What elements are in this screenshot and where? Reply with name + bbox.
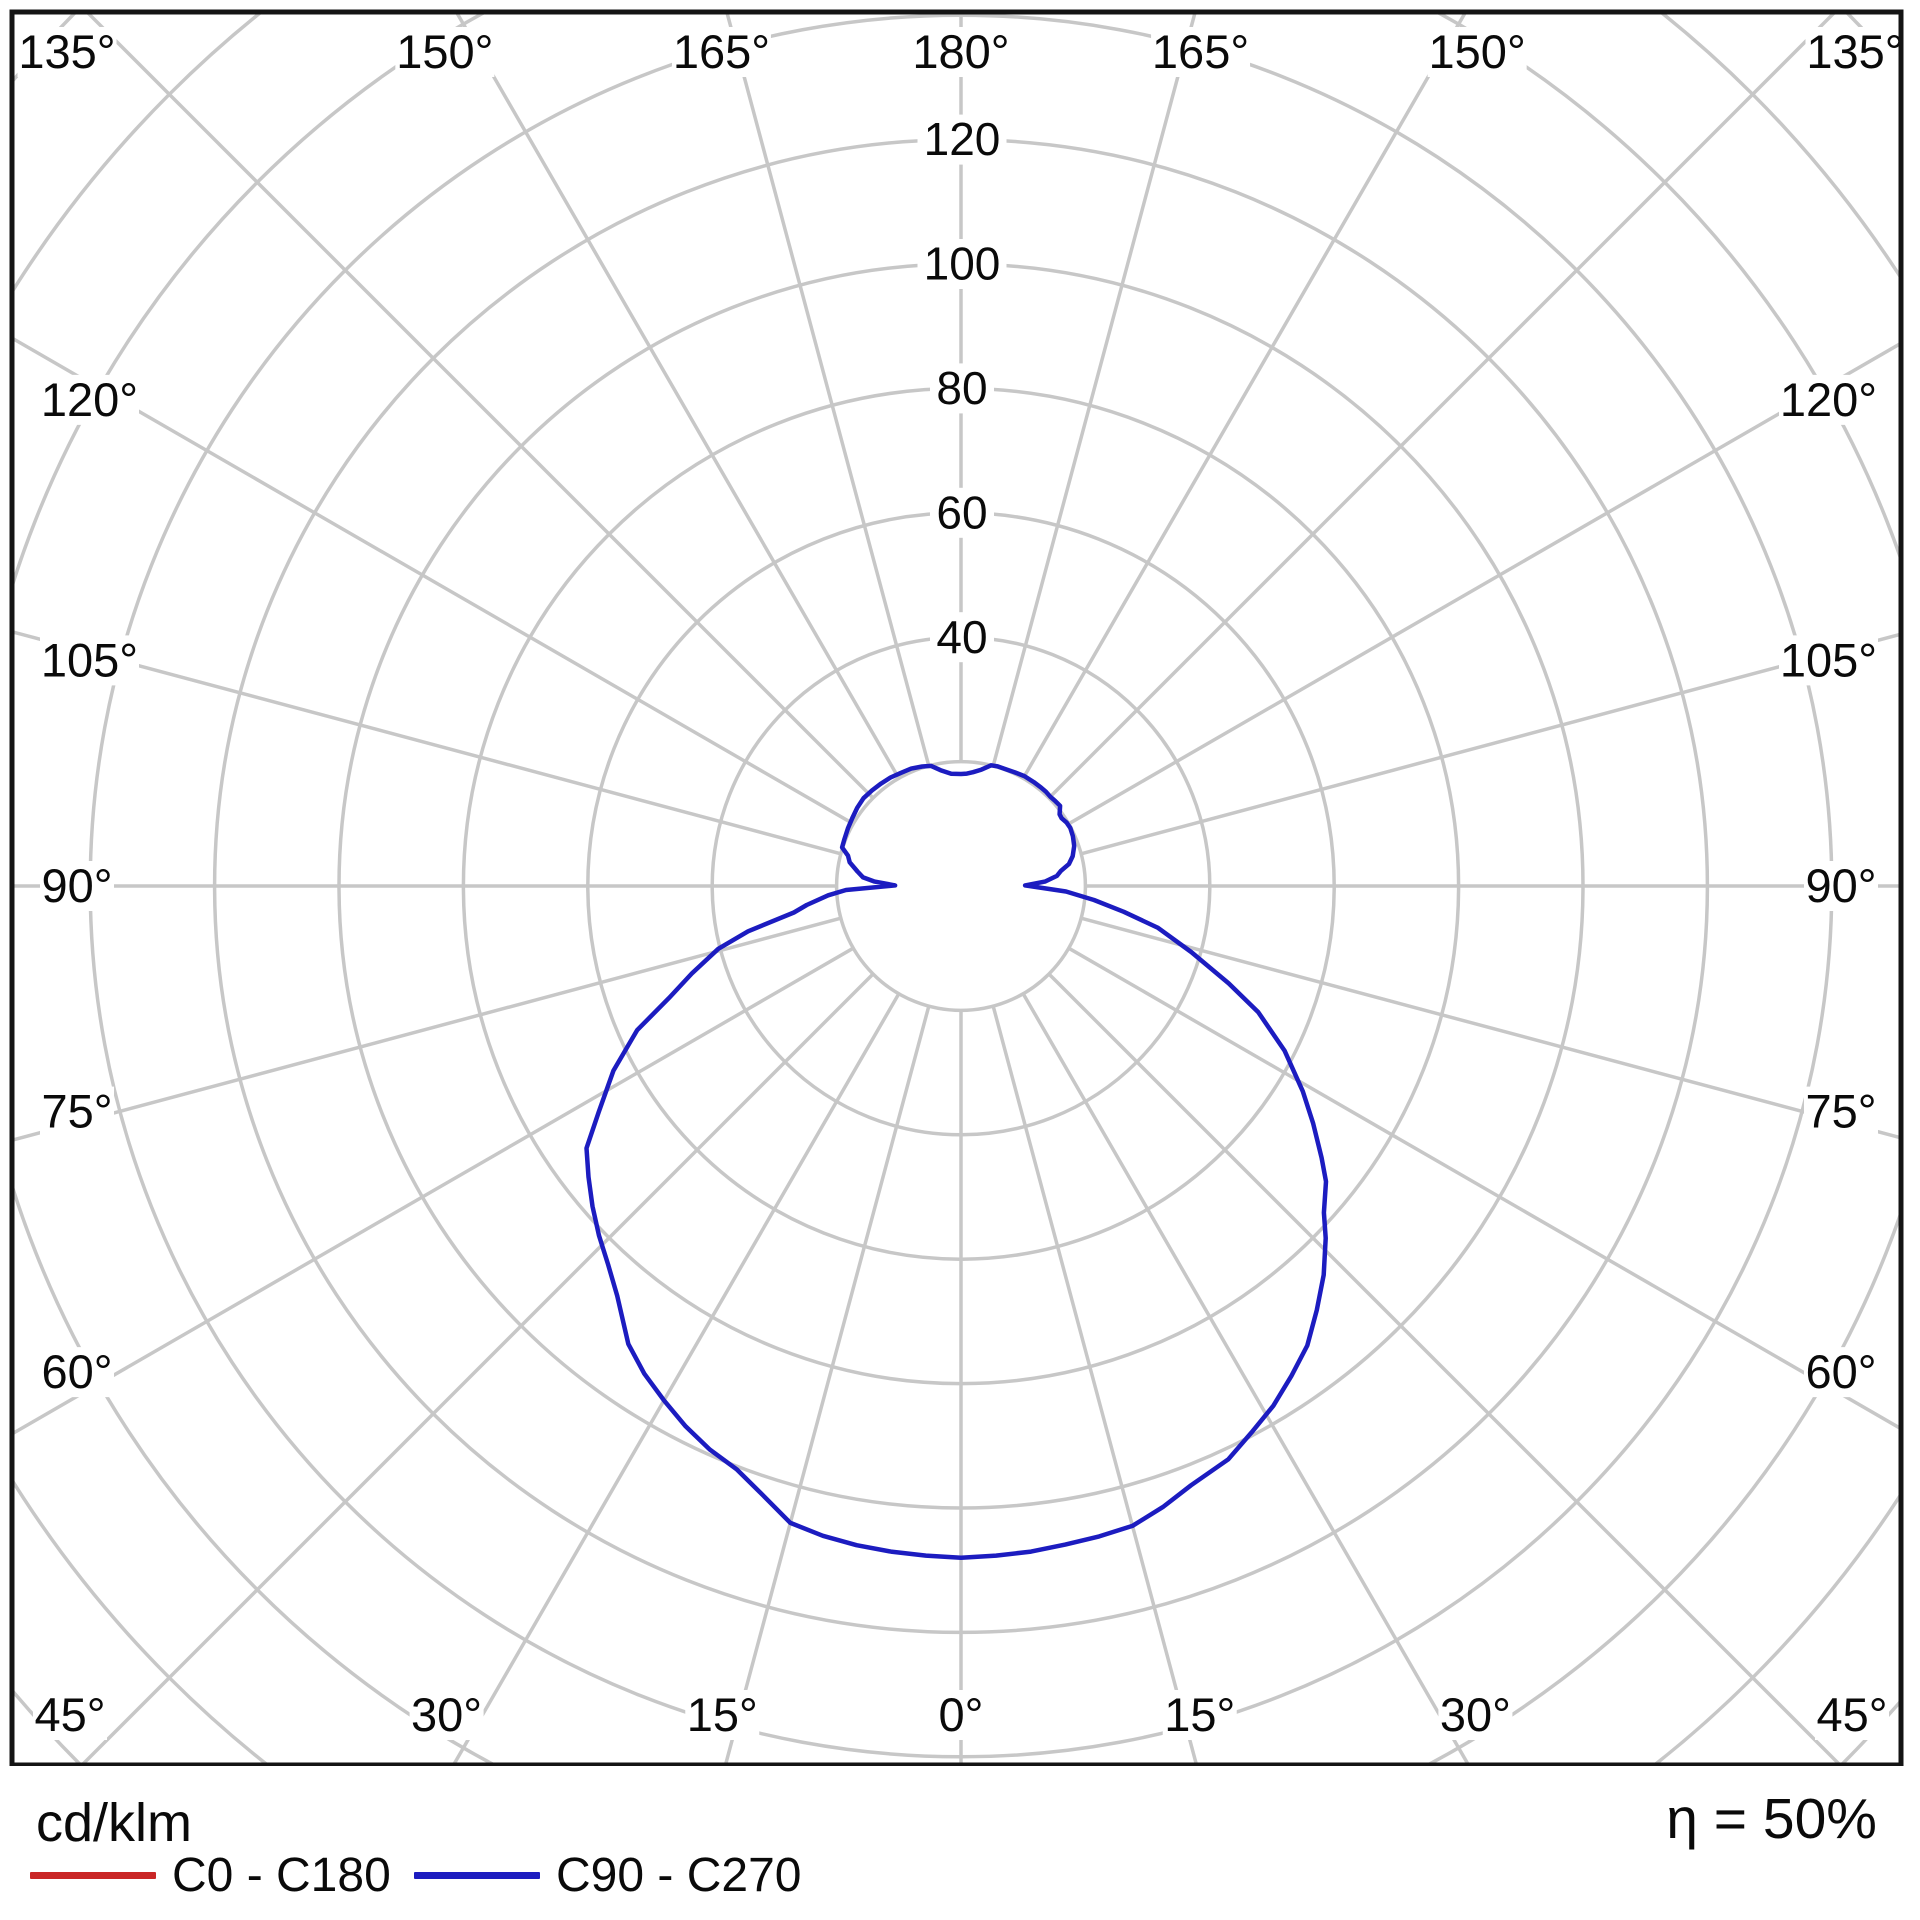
svg-text:80: 80: [936, 362, 987, 414]
svg-text:60°: 60°: [41, 1345, 112, 1398]
legend: C0 - C180 C90 - C270: [0, 1846, 1920, 1906]
svg-text:100: 100: [924, 238, 1001, 290]
legend-swatch-c0-c180: [30, 1872, 156, 1879]
efficiency-label: η = 50%: [1666, 1787, 1877, 1851]
svg-text:75°: 75°: [41, 1085, 112, 1138]
svg-text:90°: 90°: [1805, 859, 1876, 912]
legend-label-c0-c180: C0 - C180: [172, 1849, 391, 1902]
radial-units-label: cd/klm: [36, 1793, 193, 1853]
svg-text:135°: 135°: [1806, 25, 1903, 78]
svg-text:165°: 165°: [673, 25, 770, 78]
svg-text:60: 60: [936, 486, 987, 538]
svg-text:15°: 15°: [687, 1688, 758, 1741]
svg-text:30°: 30°: [411, 1688, 482, 1741]
legend-swatch-c90-c270: [414, 1872, 540, 1879]
svg-text:105°: 105°: [1780, 633, 1877, 686]
svg-text:40: 40: [936, 611, 987, 663]
svg-text:90°: 90°: [41, 859, 112, 912]
svg-text:120°: 120°: [41, 373, 138, 426]
svg-text:165°: 165°: [1152, 25, 1249, 78]
svg-text:120°: 120°: [1780, 373, 1877, 426]
svg-text:45°: 45°: [34, 1688, 105, 1741]
svg-text:0°: 0°: [939, 1688, 984, 1741]
grid-rays: [14, 14, 1899, 1763]
axis-labels: 0° 15° 15° 30° 30° 45° 45° 60° 60° 75° 75° 90° 90° 10…: [17, 25, 1905, 1741]
svg-text:105°: 105°: [41, 633, 138, 686]
svg-text:15°: 15°: [1164, 1688, 1235, 1741]
svg-text:120: 120: [924, 113, 1001, 165]
svg-text:135°: 135°: [18, 25, 115, 78]
svg-text:60°: 60°: [1805, 1345, 1876, 1398]
polar-photometric-chart: 0° 15° 15° 30° 30° 45° 45° 60° 60° 75° 75° 90° 90° 10…: [9, 9, 1905, 1766]
polar-grid: [14, 14, 1899, 1763]
svg-text:75°: 75°: [1805, 1085, 1876, 1138]
svg-text:30°: 30°: [1440, 1688, 1511, 1741]
legend-label-c90-c270: C90 - C270: [556, 1849, 802, 1902]
svg-text:150°: 150°: [1429, 25, 1526, 78]
svg-text:150°: 150°: [396, 25, 493, 78]
svg-text:180°: 180°: [912, 25, 1009, 78]
curve-c90-c270: [584, 763, 1329, 1561]
chart-frame: [9, 9, 1904, 1766]
svg-text:45°: 45°: [1816, 1688, 1887, 1741]
